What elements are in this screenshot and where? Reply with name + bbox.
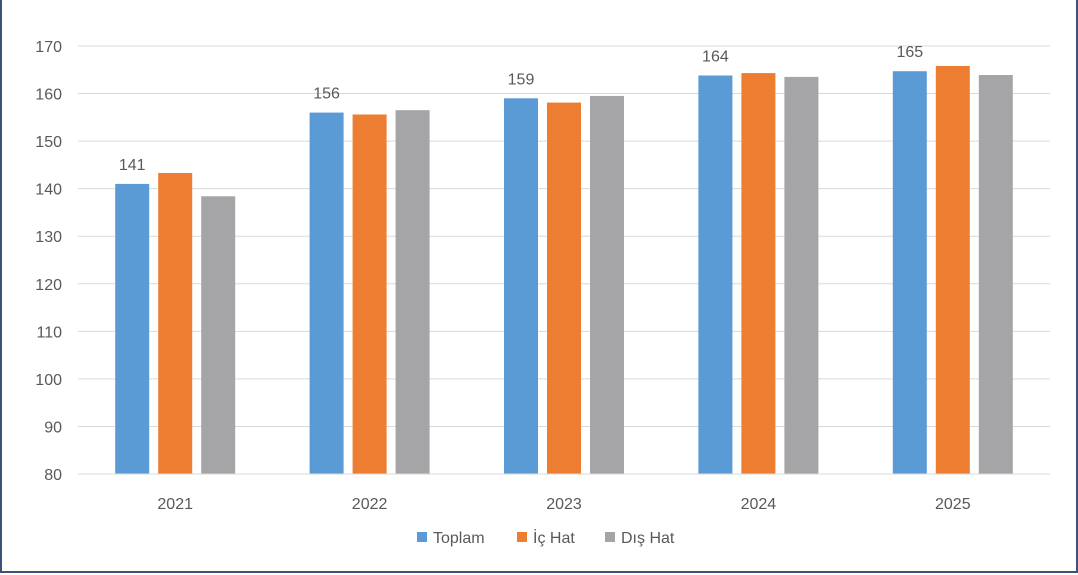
y-tick-label: 90 xyxy=(44,419,62,436)
data-label: 164 xyxy=(702,48,729,65)
legend-item: Toplam xyxy=(417,530,485,547)
bar-2024-1 xyxy=(741,73,776,475)
y-tick-label: 130 xyxy=(35,229,62,246)
x-tick-label: 2022 xyxy=(352,496,388,513)
y-tick-label: 150 xyxy=(35,134,62,151)
legend-swatch xyxy=(417,532,427,542)
bar-2021-1 xyxy=(158,172,193,474)
bars xyxy=(115,65,1013,475)
y-tick-label: 100 xyxy=(35,372,62,389)
x-tick-label: 2025 xyxy=(935,496,971,513)
y-axis: 80 90 100 110 120 130 140 150 160 170 xyxy=(35,39,62,484)
legend-label: İç Hat xyxy=(533,528,575,547)
x-tick-label: 2023 xyxy=(546,496,582,513)
bar-2025-0 xyxy=(892,71,927,475)
y-tick-label: 140 xyxy=(35,182,62,199)
legend-swatch xyxy=(605,532,615,542)
y-tick-label: 160 xyxy=(35,87,62,104)
y-tick-label: 120 xyxy=(35,277,62,294)
bar-2022-0 xyxy=(309,112,344,475)
data-label: 159 xyxy=(508,71,535,88)
x-tick-label: 2021 xyxy=(157,496,193,513)
bar-2023-1 xyxy=(547,102,581,474)
legend-item: Dış Hat xyxy=(605,530,675,547)
bar-2025-1 xyxy=(935,65,970,475)
bar-2022-1 xyxy=(352,114,387,474)
legend: Toplam İç Hat Dış Hat xyxy=(417,528,675,547)
x-tick-label: 2024 xyxy=(741,496,777,513)
y-tick-label: 80 xyxy=(44,467,62,484)
legend-swatch xyxy=(517,532,527,542)
y-tick-label: 110 xyxy=(36,324,62,341)
legend-item: İç Hat xyxy=(517,528,575,547)
data-label: 165 xyxy=(896,44,923,61)
legend-label: Toplam xyxy=(433,530,485,547)
data-label: 141 xyxy=(119,157,146,174)
bar-2024-0 xyxy=(698,75,733,475)
y-tick-label: 170 xyxy=(35,39,62,56)
bar-2023-2 xyxy=(590,95,624,474)
bar-2024-2 xyxy=(784,76,819,475)
bar-2022-2 xyxy=(395,110,430,474)
data-label: 156 xyxy=(313,86,340,103)
data-labels: 141 156 159 164 165 xyxy=(119,44,923,174)
legend-label: Dış Hat xyxy=(621,530,675,547)
bar-2021-2 xyxy=(201,196,236,474)
bar-2023-0 xyxy=(504,98,538,475)
bar-2025-2 xyxy=(978,75,1013,475)
bar-2021-0 xyxy=(115,183,150,474)
x-axis: 2021 2022 2023 2024 2025 xyxy=(78,473,1050,513)
